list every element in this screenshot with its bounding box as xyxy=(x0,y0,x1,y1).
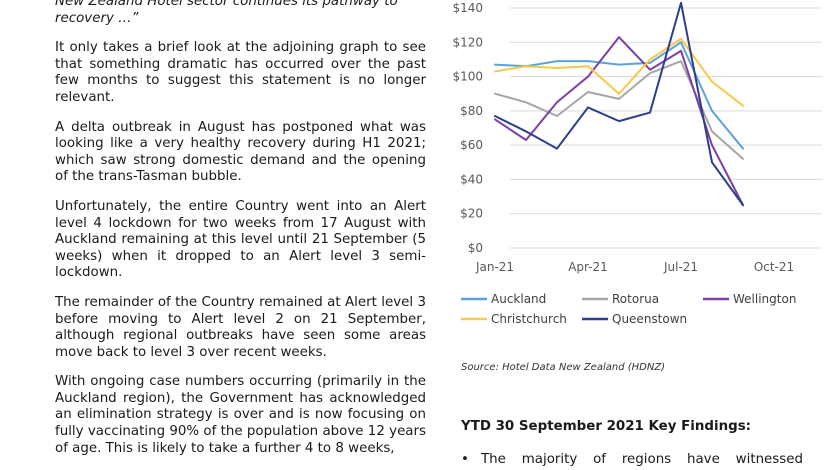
legend-label: Wellington xyxy=(733,292,796,306)
paragraph-5: With ongoing case numbers occurring (pri… xyxy=(55,374,426,456)
series-line-auckland xyxy=(494,41,744,150)
y-tick-label: $0 xyxy=(468,241,483,255)
series-line-rotorua xyxy=(494,60,744,160)
paragraph-4: The remainder of the Country remained at… xyxy=(55,294,426,360)
adr-line-chart: $0$20$40$60$80$100$120$140 Jan-21 Apr-21 J… xyxy=(452,1,822,326)
legend-label: Rotorua xyxy=(612,292,659,306)
x-tick-label: Jan-21 xyxy=(475,260,514,274)
chart-grid xyxy=(510,7,822,249)
article-text: New Zealand Hotel sector continues its p… xyxy=(55,0,426,470)
quote-tail: New Zealand Hotel sector continues its p… xyxy=(55,0,398,26)
chart-legend: Auckland Rotorua Wellington Christchurch Que… xyxy=(461,292,796,326)
legend-label: Queenstown xyxy=(612,312,687,326)
findings-heading: YTD 30 September 2021 Key Findings: xyxy=(461,419,752,434)
y-tick-label: $120 xyxy=(452,35,483,49)
paragraph-3: Unfortunately, the entire Country went i… xyxy=(55,198,426,281)
y-tick-label: $40 xyxy=(460,172,483,186)
x-tick-label: Oct-21 xyxy=(754,260,794,274)
bullet-text: The majority of regions have witnessed xyxy=(481,452,803,467)
legend-label: Auckland xyxy=(491,292,546,306)
legend-label: Christchurch xyxy=(491,312,567,326)
paragraph-1: It only takes a brief look at the adjoin… xyxy=(55,40,426,105)
chart-source: Source: Hotel Data New Zealand (HDNZ) xyxy=(461,362,666,373)
paragraph-2: A delta outbreak in August has postponed… xyxy=(55,119,426,185)
y-tick-label: $20 xyxy=(460,207,483,221)
y-tick-label: $140 xyxy=(452,1,483,15)
x-tick-label: Apr-21 xyxy=(568,260,608,274)
x-axis-ticks: Jan-21 Apr-21 Jul-21 Oct-21 xyxy=(475,260,794,274)
series-line-christchurch xyxy=(494,37,744,107)
findings-bullet: • The majority of regions have witnessed xyxy=(461,452,803,467)
y-tick-label: $60 xyxy=(460,138,483,152)
x-tick-label: Jul-21 xyxy=(663,260,698,274)
bullet-symbol: • xyxy=(461,452,469,467)
series-line-queenstown xyxy=(494,1,744,207)
chart-series xyxy=(494,1,744,207)
y-tick-label: $80 xyxy=(460,104,483,118)
y-tick-label: $100 xyxy=(452,70,483,84)
y-axis-ticks: $0 $20 $40 $60 $80 $100 $120 $140 xyxy=(452,1,483,255)
